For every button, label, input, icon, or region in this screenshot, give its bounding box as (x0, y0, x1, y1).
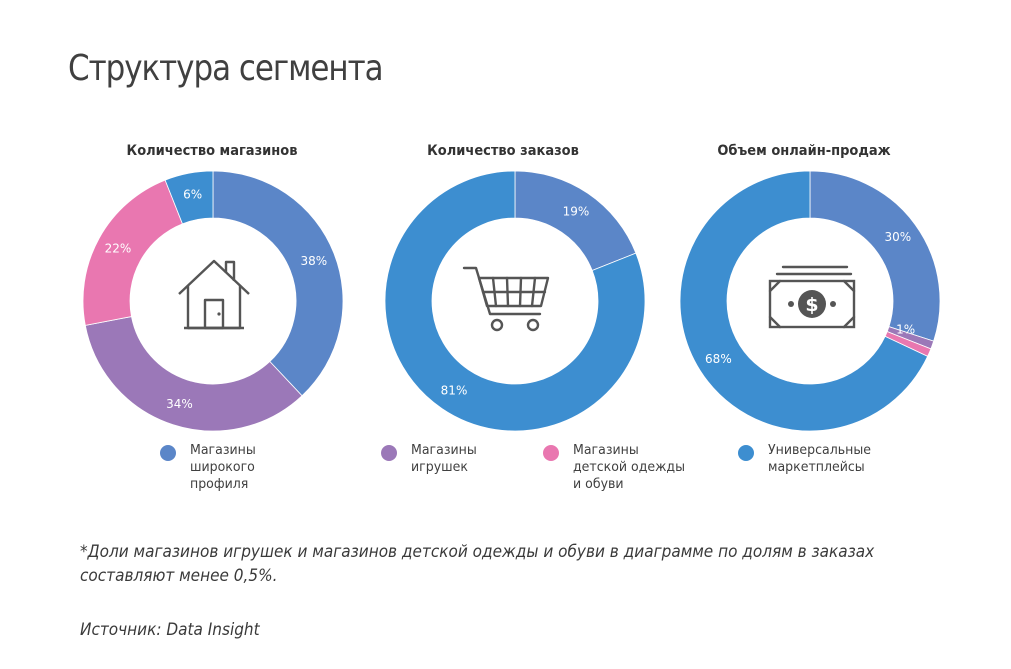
donut-chart-stores: 38% 34% 22% 6% (82, 170, 344, 432)
svg-text:$: $ (805, 294, 818, 316)
page-title: Структура сегмента (68, 48, 384, 89)
chart-title-orders: Количество заказов (427, 143, 579, 159)
donut-chart-sales: 30%1%1%68% (679, 170, 941, 432)
slice-label-1-1: 81% (441, 384, 468, 398)
money-icon: $ (768, 265, 856, 329)
footnote: *Доли магазинов игрушек и магазинов детс… (80, 542, 875, 586)
donut-slice-0-3 (164, 170, 214, 225)
donut-slice-1-0 (514, 170, 637, 271)
donut-slice-2-0 (809, 170, 941, 342)
donut-chart-orders: 19% 81% (384, 170, 646, 432)
donut-slice-2-3 (679, 170, 929, 432)
legend-label-kids-clothing: Магазины детской одежды и обуви (573, 442, 686, 492)
slice-label-0-1: 34% (166, 397, 193, 411)
legend-item-broad-profile: Магазины широкого профиля (160, 442, 261, 493)
donut-slice-0-2 (82, 179, 183, 326)
legend-label-marketplaces: Универсальные маркетплейсы (768, 442, 871, 475)
legend-dot-kids-clothing (543, 445, 559, 461)
slice-label-0-2: 22% (105, 242, 132, 256)
shopping-cart-icon (462, 266, 550, 332)
slice-label-2-3: 68% (705, 352, 732, 366)
legend-dot-toys (381, 445, 397, 461)
legend-label-broad-profile: Магазины широкого профиля (190, 442, 256, 492)
donut-slice-1-1 (384, 170, 646, 432)
slice-label-0-0: 38% (301, 254, 328, 268)
legend-item-toys: Магазины игрушек (381, 442, 482, 476)
chart-title-stores: Количество магазинов (126, 143, 298, 159)
slice-label-1-0: 19% (563, 204, 590, 218)
legend-item-kids-clothing: Магазины детской одежды и обуви (543, 442, 693, 493)
slice-label-2-0: 30% (884, 230, 911, 244)
slice-label-2-1: 1% (896, 323, 915, 337)
slice-label-0-3: 6% (183, 187, 202, 201)
legend-label-toys: Магазины игрушек (411, 442, 477, 475)
donut-slice-0-0 (212, 170, 344, 397)
donut-slice-0-1 (84, 316, 303, 432)
legend-item-marketplaces: Универсальные маркетплейсы (738, 442, 879, 476)
legend-dot-marketplaces (738, 445, 754, 461)
source-note: Источник: Data Insight (80, 620, 260, 640)
house-icon (178, 259, 250, 330)
chart-title-sales: Объем онлайн-продаж (717, 143, 891, 159)
legend-dot-broad-profile (160, 445, 176, 461)
